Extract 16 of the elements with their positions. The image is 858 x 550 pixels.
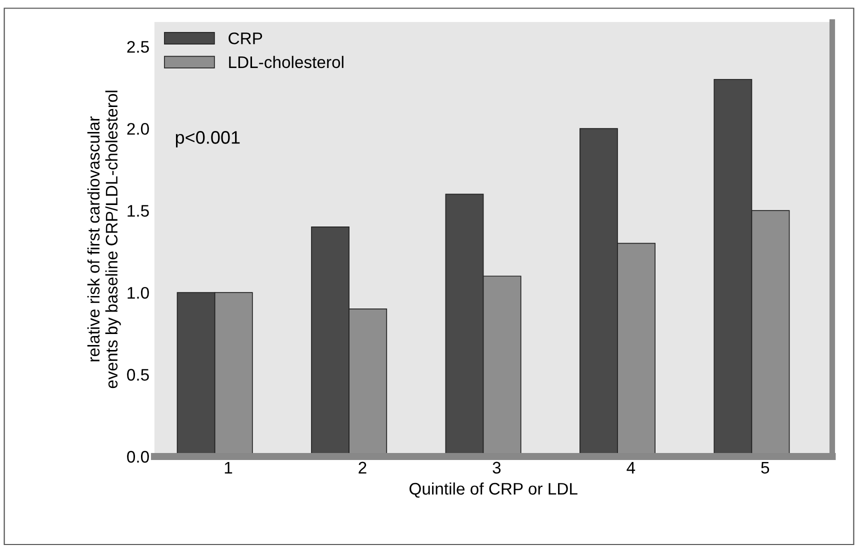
y-tick-label: 2.5 (127, 40, 149, 53)
x-tick-label: 4 (626, 462, 636, 474)
y-tick-label: 1.0 (128, 286, 149, 299)
x-tick-label: 2 (358, 462, 366, 474)
legend-label: CRP (228, 32, 262, 44)
y-tick-label: 2.0 (127, 122, 149, 135)
y-tick-label: 1.5 (128, 205, 149, 217)
x-tick-label: 3 (492, 462, 501, 474)
x-tick-label: 5 (761, 462, 770, 474)
legend-label: LDL-cholesterol (229, 56, 344, 68)
y-tick-label: 0.0 (127, 450, 149, 463)
y-axis-title: relative risk of first cardiovascular events by baseline CRP/LDL-cholesterol (87, 90, 121, 388)
x-tick-label: 1 (224, 462, 232, 474)
annotation: p<0.001 (176, 131, 240, 148)
y-tick-label: 0.5 (127, 368, 149, 381)
x-axis-title: Quintile of CRP or LDL (410, 482, 578, 498)
